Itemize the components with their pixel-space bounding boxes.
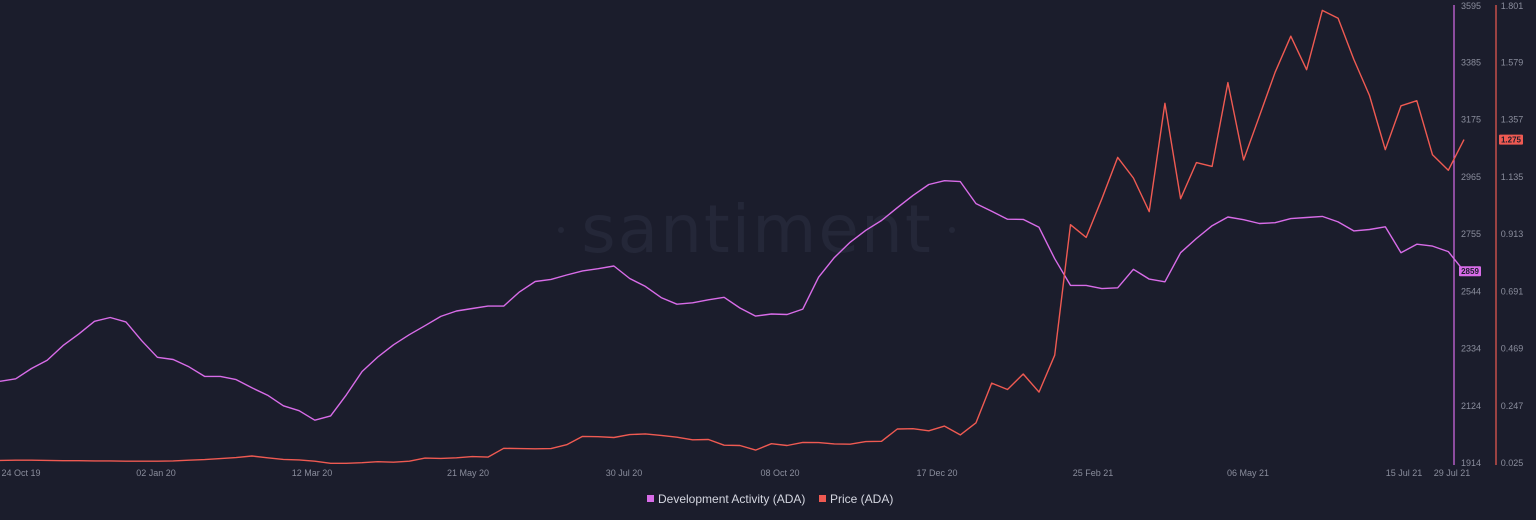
x-tick-label: 30 Jul 20	[606, 468, 643, 478]
y-tick-label-left: 2124	[1461, 401, 1481, 411]
x-tick-label: 15 Jul 21	[1386, 468, 1423, 478]
x-tick-label: 24 Oct 19	[1, 468, 40, 478]
y-tick-label-right: 1.357	[1501, 115, 1524, 125]
x-axis: 24 Oct 19 02 Jan 20 12 Mar 20 21 May 20 30 J…	[1, 468, 1470, 478]
x-tick-label: 02 Jan 20	[136, 468, 176, 478]
x-tick-label: 25 Feb 21	[1073, 468, 1114, 478]
current-value-badge-left: 2859	[1459, 266, 1481, 277]
x-tick-label: 17 Dec 20	[916, 468, 957, 478]
y-axis-left: 1914 2124 2334 2544 2755 2965 3175 3385 3595	[1461, 1, 1481, 468]
watermark-dot-right	[949, 227, 955, 233]
legend-item-development-activity[interactable]: Development Activity (ADA)	[647, 492, 805, 506]
y-tick-label-left: 3595	[1461, 1, 1481, 11]
y-tick-label-left: 3175	[1461, 115, 1481, 125]
current-value-left: 2859	[1461, 267, 1479, 276]
x-tick-label: 12 Mar 20	[292, 468, 333, 478]
y-tick-label-left: 2334	[1461, 344, 1481, 354]
y-tick-label-left: 2544	[1461, 286, 1481, 296]
y-tick-label-right: 0.025	[1501, 458, 1524, 468]
y-tick-label-right: 1.135	[1501, 172, 1524, 182]
x-tick-label: 29 Jul 21	[1434, 468, 1471, 478]
y-tick-label-left: 2965	[1461, 172, 1481, 182]
y-tick-label-right: 1.579	[1501, 57, 1524, 67]
series-line-price[interactable]	[0, 9, 1465, 464]
legend-swatch	[819, 495, 826, 502]
x-tick-label: 21 May 20	[447, 468, 489, 478]
watermark-dot-left	[558, 227, 564, 233]
y-tick-label-right: 0.247	[1501, 401, 1524, 411]
legend-item-price[interactable]: Price (ADA)	[819, 492, 893, 506]
y-tick-label-right: 0.469	[1501, 344, 1524, 354]
y-tick-label-left: 3385	[1461, 57, 1481, 67]
current-value-badge-right: 1.275	[1499, 134, 1523, 145]
series-line-development-activity[interactable]	[0, 179, 1465, 421]
x-tick-label: 08 Oct 20	[760, 468, 799, 478]
current-value-right: 1.275	[1501, 136, 1522, 145]
y-tick-label-left: 2755	[1461, 229, 1481, 239]
watermark: santiment	[581, 191, 932, 268]
legend-label: Development Activity (ADA)	[658, 492, 805, 506]
y-axis-right: 0.025 0.247 0.469 0.691 0.913 1.135 1.357 1.579…	[1501, 1, 1524, 468]
x-tick-label: 06 May 21	[1227, 468, 1269, 478]
y-tick-label-right: 0.913	[1501, 229, 1524, 239]
y-tick-label-left: 1914	[1461, 458, 1481, 468]
legend-label: Price (ADA)	[830, 492, 893, 506]
legend: Development Activity (ADA) Price (ADA)	[647, 492, 893, 506]
y-tick-label-right: 0.691	[1501, 286, 1524, 296]
y-tick-label-right: 1.801	[1501, 1, 1524, 11]
legend-swatch	[647, 495, 654, 502]
